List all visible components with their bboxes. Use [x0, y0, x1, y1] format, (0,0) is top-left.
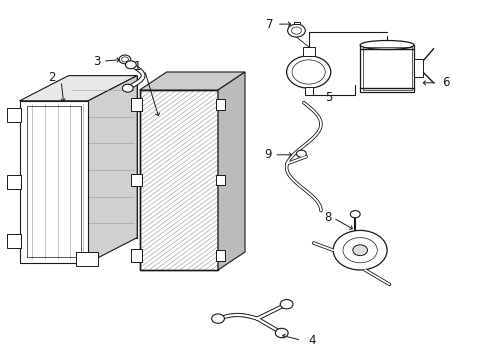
- Bar: [363, 47, 412, 90]
- Bar: [131, 98, 142, 111]
- Bar: [76, 252, 98, 266]
- Bar: [360, 45, 414, 92]
- Polygon shape: [88, 76, 137, 263]
- Text: 9: 9: [264, 148, 271, 161]
- Text: 5: 5: [325, 91, 333, 104]
- Circle shape: [212, 314, 224, 323]
- Bar: [7, 234, 21, 248]
- Circle shape: [333, 230, 387, 270]
- Bar: [303, 47, 315, 56]
- Polygon shape: [20, 76, 137, 101]
- Circle shape: [125, 61, 136, 69]
- Polygon shape: [20, 101, 88, 263]
- Circle shape: [119, 55, 131, 64]
- Circle shape: [275, 328, 288, 338]
- Text: 1: 1: [133, 60, 141, 73]
- Circle shape: [296, 150, 306, 157]
- Ellipse shape: [360, 41, 414, 50]
- Circle shape: [280, 300, 293, 309]
- Polygon shape: [218, 72, 245, 270]
- Polygon shape: [140, 90, 218, 270]
- Circle shape: [350, 211, 360, 218]
- Text: 2: 2: [48, 71, 55, 84]
- Polygon shape: [140, 72, 245, 90]
- Circle shape: [353, 245, 368, 256]
- Bar: [305, 87, 313, 95]
- Bar: [7, 175, 21, 189]
- Bar: [131, 249, 142, 262]
- Circle shape: [122, 84, 133, 92]
- Bar: [414, 59, 423, 77]
- Bar: [131, 174, 142, 186]
- Bar: [216, 175, 225, 185]
- Bar: [216, 99, 225, 110]
- Circle shape: [287, 56, 331, 88]
- Bar: [7, 108, 21, 122]
- Text: 4: 4: [308, 334, 316, 347]
- Bar: [294, 22, 300, 24]
- Text: 6: 6: [442, 76, 450, 89]
- Text: 8: 8: [324, 211, 332, 224]
- Text: 3: 3: [93, 55, 100, 68]
- Polygon shape: [69, 76, 137, 238]
- Circle shape: [288, 24, 305, 37]
- Bar: [216, 250, 225, 261]
- Text: 7: 7: [266, 18, 274, 31]
